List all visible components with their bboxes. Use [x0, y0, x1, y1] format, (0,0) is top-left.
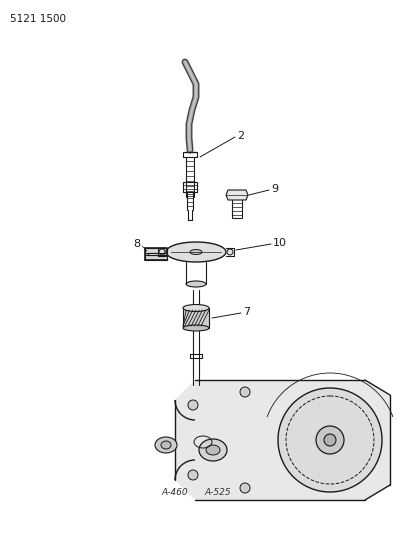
Text: A-525: A-525 [205, 488, 231, 497]
Ellipse shape [183, 304, 209, 311]
Circle shape [240, 483, 250, 493]
Circle shape [316, 426, 344, 454]
Circle shape [278, 388, 382, 492]
Text: 8: 8 [133, 239, 140, 249]
Polygon shape [183, 308, 209, 328]
Ellipse shape [166, 242, 226, 262]
Ellipse shape [161, 441, 171, 449]
Text: 7: 7 [243, 307, 250, 317]
Circle shape [324, 434, 336, 446]
Text: 10: 10 [273, 238, 287, 248]
Text: 5121 1500: 5121 1500 [10, 14, 66, 24]
Circle shape [240, 387, 250, 397]
Ellipse shape [190, 249, 202, 254]
Text: A-460: A-460 [162, 488, 188, 497]
Polygon shape [175, 380, 390, 500]
Circle shape [188, 400, 198, 410]
Ellipse shape [206, 445, 220, 455]
Circle shape [227, 249, 233, 255]
Text: 2: 2 [237, 131, 244, 141]
Circle shape [188, 470, 198, 480]
Ellipse shape [199, 439, 227, 461]
Circle shape [159, 249, 165, 255]
Circle shape [286, 396, 374, 484]
Ellipse shape [183, 325, 209, 331]
Ellipse shape [186, 281, 206, 287]
Ellipse shape [155, 437, 177, 453]
Polygon shape [226, 190, 248, 200]
Text: 9: 9 [271, 184, 278, 194]
Polygon shape [145, 248, 167, 260]
